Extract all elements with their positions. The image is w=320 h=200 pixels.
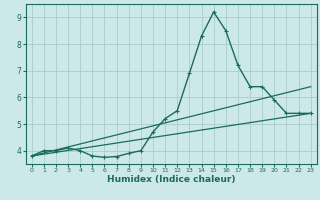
X-axis label: Humidex (Indice chaleur): Humidex (Indice chaleur) [107, 175, 236, 184]
